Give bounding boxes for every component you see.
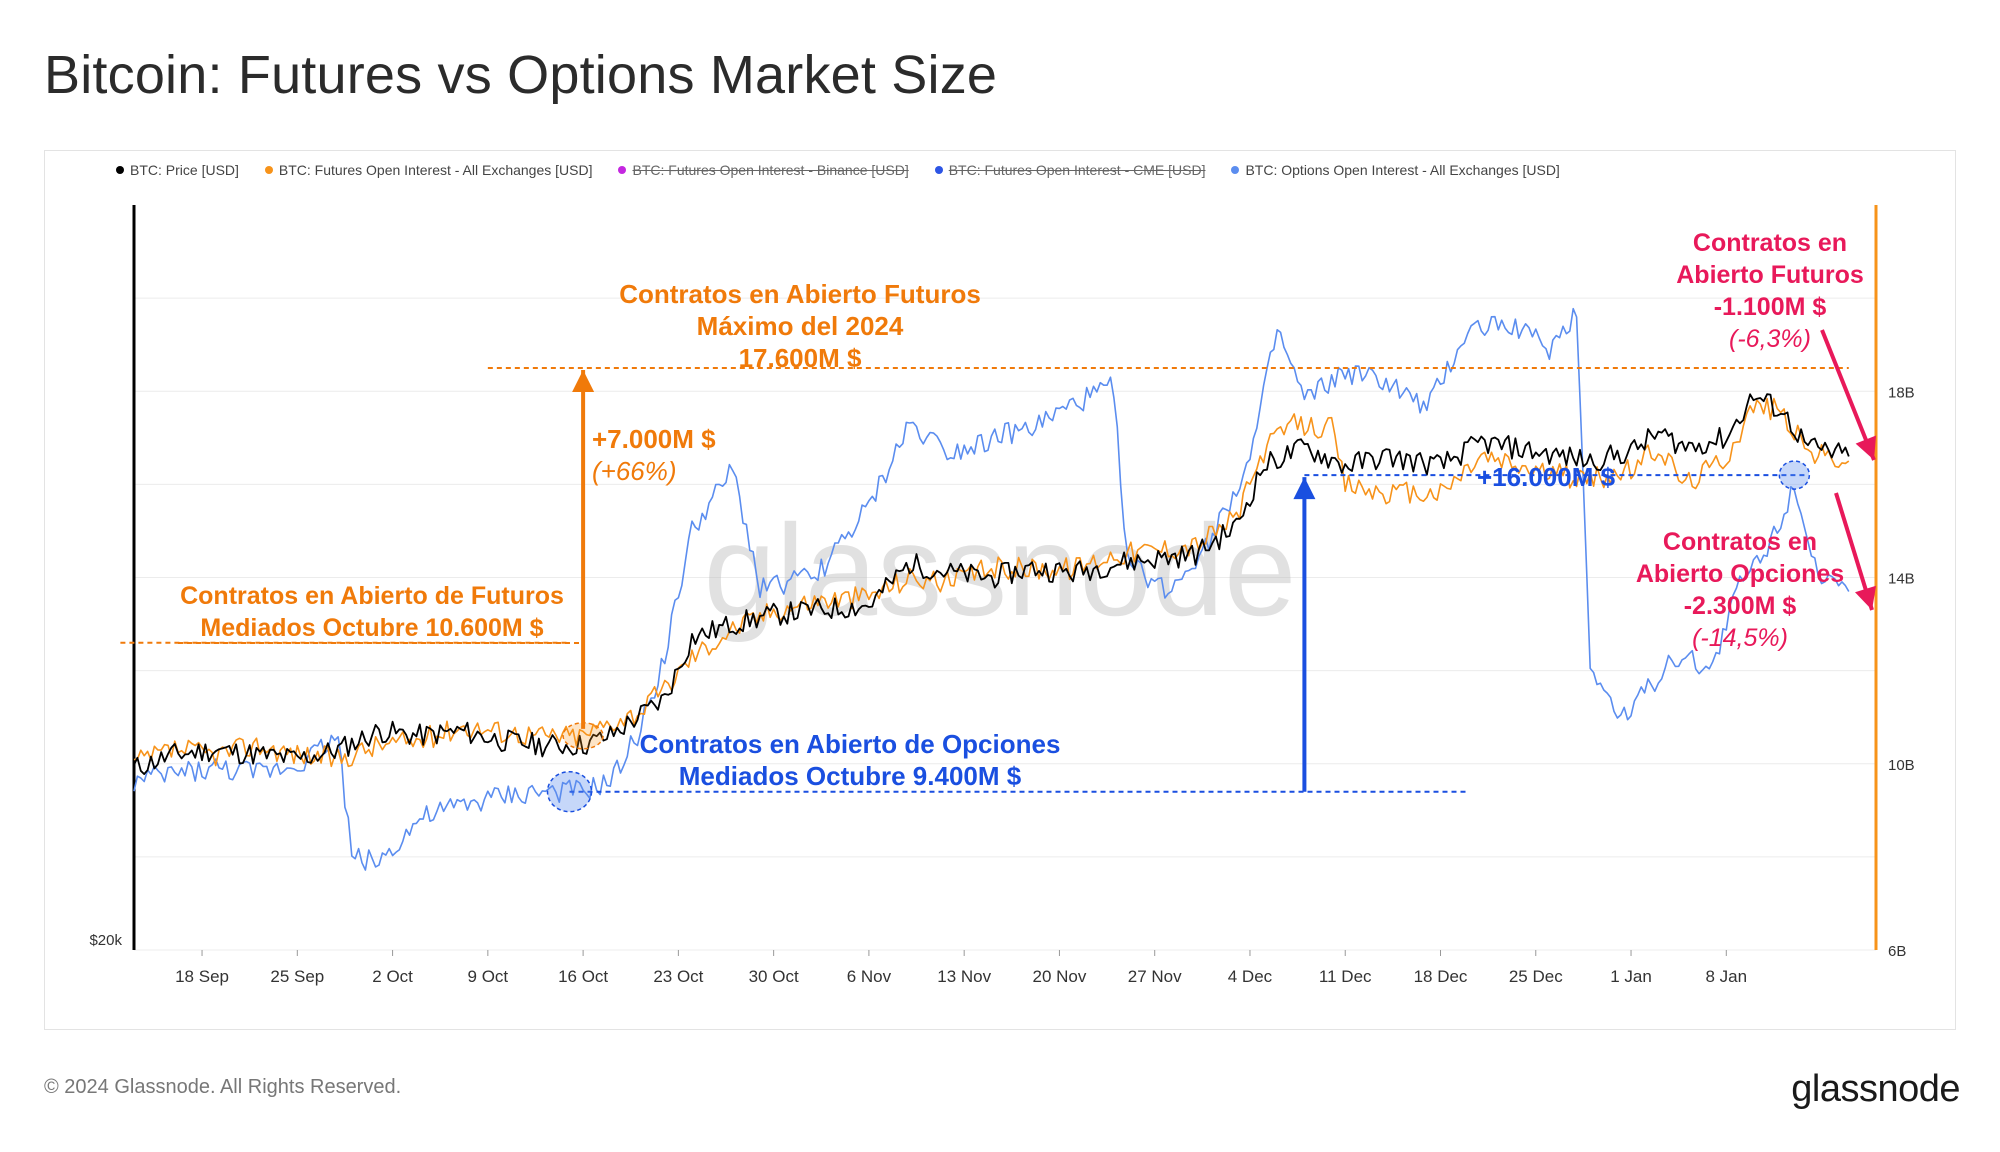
annotation-futures-decline-line: Contratos en [1693, 229, 1847, 257]
arrow-futures-decline [1820, 329, 1876, 461]
annotation-options-mid-oct-line: Contratos en Abierto de Opciones [640, 729, 1061, 759]
legend-item-options-all[interactable]: BTC: Options Open Interest - All Exchang… [1231, 162, 1560, 178]
legend-dot-futures-cme [934, 166, 943, 174]
glassnode-logo: glassnode [1791, 1068, 1960, 1110]
legend-dot-futures-all [264, 166, 273, 174]
legend-label: BTC: Price [USD] [130, 162, 239, 178]
highlight-options-peak [1778, 460, 1811, 490]
arrow-futures-gain-head [572, 369, 595, 392]
x-tick-label: 11 Dec [1319, 967, 1372, 986]
annotation-options-decline-line: Contratos en [1663, 528, 1817, 556]
x-tick-label: 8 Jan [1706, 967, 1748, 986]
x-tick-label: 2 Oct [372, 967, 413, 986]
x-tick-label: 23 Oct [653, 967, 703, 986]
y-tick-label-right: 6B [1888, 943, 1906, 960]
x-tick-label: 4 Dec [1228, 967, 1273, 986]
annotation-futures-decline-line: (-6,3%) [1729, 325, 1811, 353]
legend-item-futures-all[interactable]: BTC: Futures Open Interest - All Exchang… [264, 162, 593, 178]
arrow-futures-decline-head [1855, 435, 1877, 460]
annotation-options-mid-oct-line: Mediados Octubre 9.400M $ [679, 761, 1022, 791]
y-tick-label-right: 18B [1888, 384, 1915, 401]
annotation-futures-gain-line: +7.000M $ [592, 424, 716, 454]
x-tick-label: 9 Oct [468, 967, 509, 986]
x-tick-label: 25 Sep [270, 967, 324, 986]
arrow-options-gain-head [1293, 477, 1316, 500]
x-tick-label: 6 Nov [847, 967, 892, 986]
annotation-options-decline-line: -2.300M $ [1684, 592, 1797, 620]
legend-label: BTC: Futures Open Interest - All Exchang… [278, 162, 593, 178]
x-tick-label: 16 Oct [558, 967, 608, 986]
annotation-futures-decline-line: Abierto Futuros [1676, 261, 1864, 289]
x-tick-label: 13 Nov [937, 967, 991, 986]
legend-dot-futures-binance [618, 166, 627, 174]
annotation-futures-gain-line: (+66%) [592, 456, 677, 486]
y-tick-label-right: 10B [1888, 757, 1915, 774]
x-tick-label: 18 Sep [175, 967, 229, 986]
legend-label: BTC: Futures Open Interest - CME [USD] [948, 162, 1206, 178]
page-title: Bitcoin: Futures vs Options Market Size [44, 45, 998, 105]
legend-item-futures-cme[interactable]: BTC: Futures Open Interest - CME [USD] [934, 162, 1206, 178]
x-tick-label: 27 Nov [1128, 967, 1182, 986]
x-tick-label: 30 Oct [749, 967, 799, 986]
annotation-options-decline-line: Abierto Opciones [1636, 560, 1844, 588]
series-line-futures [134, 397, 1850, 768]
x-tick-label: 25 Dec [1509, 967, 1563, 986]
legend-item-futures-binance[interactable]: BTC: Futures Open Interest - Binance [US… [618, 162, 909, 178]
legend-label: BTC: Futures Open Interest - Binance [US… [632, 162, 909, 178]
copyright-text: © 2024 Glassnode. All Rights Reserved. [44, 1076, 402, 1098]
legend-label: BTC: Options Open Interest - All Exchang… [1245, 162, 1560, 178]
arrow-options-decline-head [1855, 585, 1877, 610]
x-tick-label: 18 Dec [1414, 967, 1468, 986]
highlight-options-mid-oct [546, 770, 593, 813]
legend-dot-options-all [1231, 166, 1240, 174]
annotation-futures-mid-oct-line: Mediados Octubre 10.600M $ [200, 614, 543, 642]
legend-item-price[interactable]: BTC: Price [USD] [116, 162, 239, 178]
y-tick-label-left: $20k [89, 932, 122, 949]
chart-legend: BTC: Price [USD] BTC: Futures Open Inter… [116, 162, 1560, 178]
x-tick-label: 20 Nov [1033, 967, 1087, 986]
annotation-futures-max-line: Contratos en Abierto Futuros [619, 279, 981, 309]
x-tick-label: 1 Jan [1610, 967, 1652, 986]
annotation-futures-mid-oct-line: Contratos en Abierto de Futuros [180, 582, 564, 610]
legend-dot-price [116, 166, 124, 174]
annotation-options-gain-line: +16.000M $ [1477, 462, 1616, 492]
annotation-futures-max-line: 17.600M $ [739, 343, 862, 373]
series-line-options [133, 307, 1850, 871]
annotation-options-decline-line: (-14,5%) [1692, 624, 1788, 652]
annotation-futures-max-line: Máximo del 2024 [697, 311, 904, 341]
series-line-price [133, 393, 1850, 775]
annotation-futures-decline-line: -1.100M $ [1714, 293, 1827, 321]
y-tick-label-right: 14B [1888, 571, 1915, 588]
chart-frame [44, 150, 1956, 1030]
